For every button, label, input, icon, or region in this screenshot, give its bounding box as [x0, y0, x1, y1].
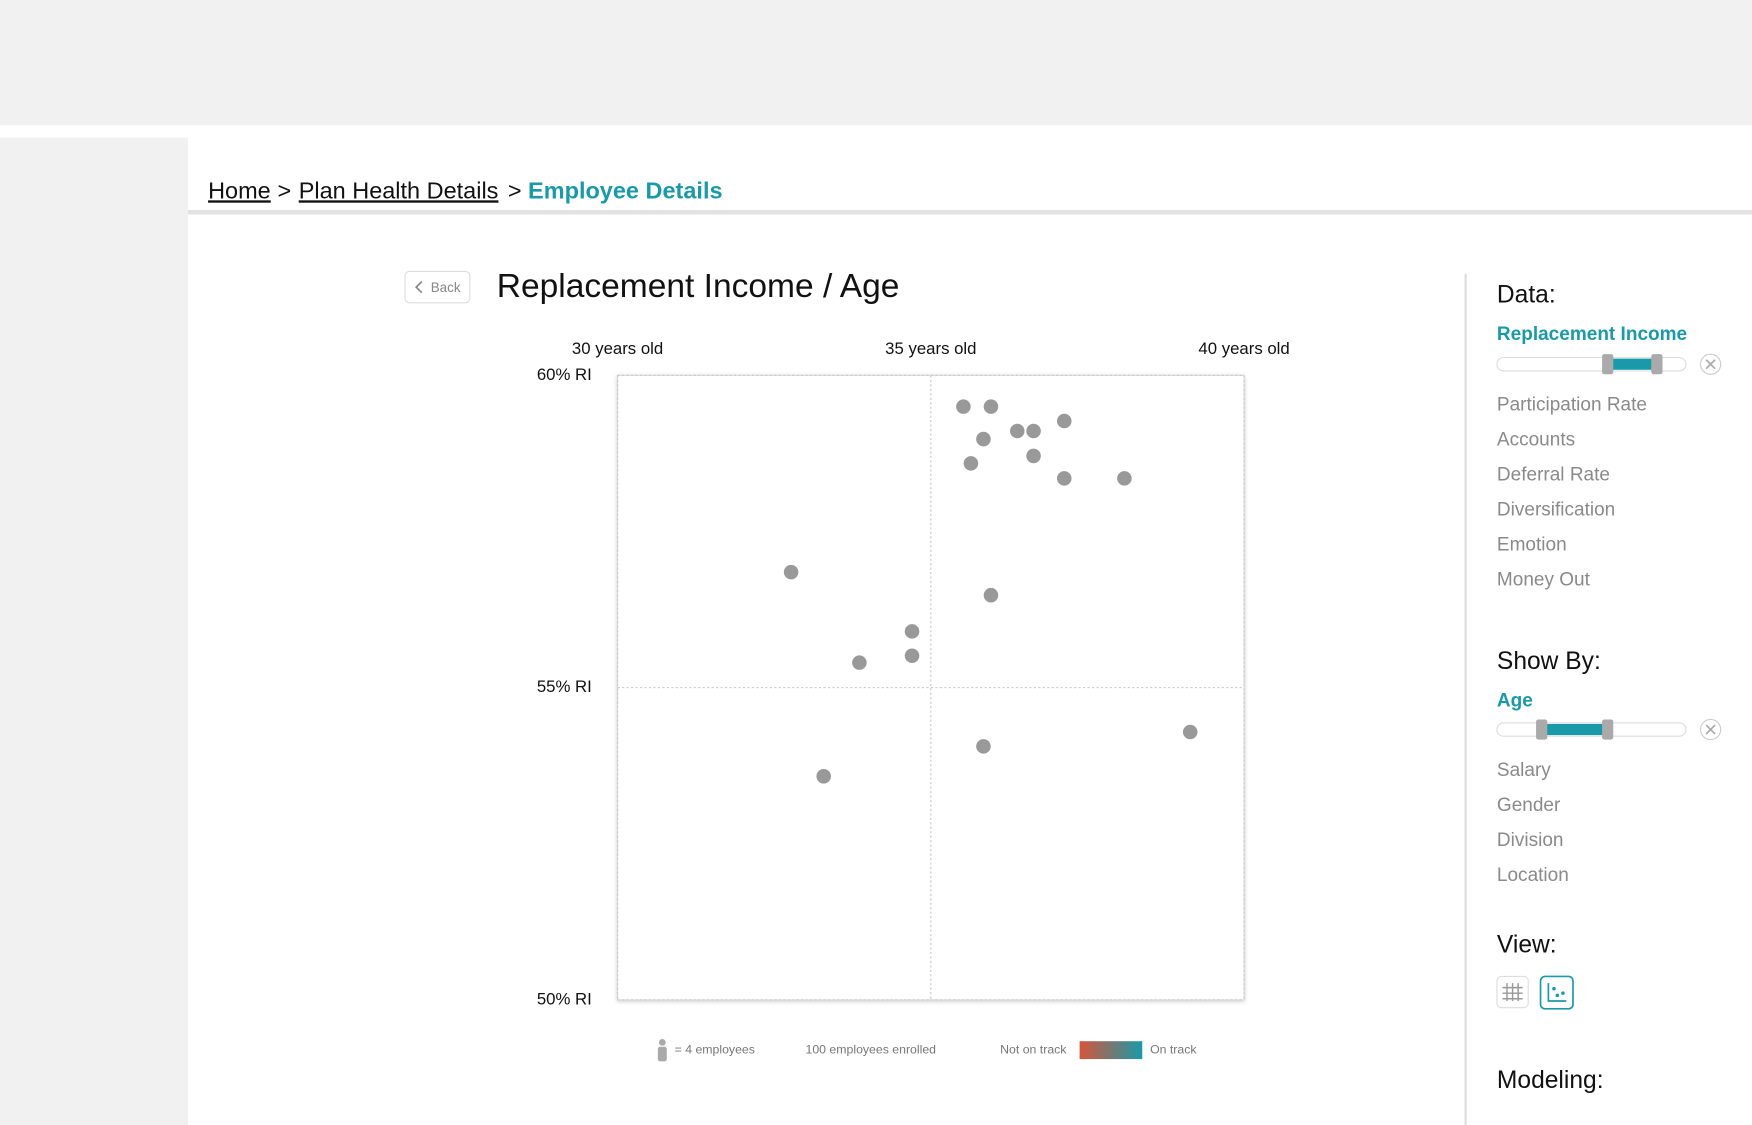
button-frame	[1539, 975, 1574, 1010]
point[interactable]	[963, 456, 979, 471]
point[interactable]	[1026, 448, 1041, 464]
side-panel: Data: Replacement Income Show By: Age Vi…	[1496, 282, 1722, 1094]
breadcrumb-link[interactable]: Home	[208, 177, 271, 203]
breadcrumb-current: Employee Details	[528, 177, 722, 203]
legend-unit: = 4 employees	[675, 1042, 755, 1056]
legend-high: On track	[1150, 1042, 1197, 1056]
clear-button[interactable]	[1699, 353, 1722, 375]
scatter-icon	[1552, 986, 1556, 991]
chart-title: Replacement Income / Age	[497, 268, 900, 305]
legend-gradient	[1079, 1041, 1143, 1060]
point[interactable]	[1182, 724, 1198, 740]
scatter-icon	[1561, 991, 1565, 995]
slider-handle[interactable]	[1536, 719, 1548, 740]
top-bar	[0, 0, 1752, 126]
legend-enrolled: 100 employees enrolled	[806, 1042, 937, 1056]
panel-heading: Data:	[1497, 282, 1556, 309]
person-icon	[658, 1038, 666, 1046]
point[interactable]	[852, 655, 867, 670]
point[interactable]	[983, 587, 999, 603]
point[interactable]	[983, 399, 999, 414]
person-icon	[657, 1046, 667, 1062]
breadcrumb-separator: >	[277, 177, 291, 203]
point[interactable]	[1117, 471, 1132, 486]
back-button[interactable]: Back	[404, 270, 471, 304]
option[interactable]: Diversification	[1497, 499, 1615, 520]
x-tick-label: 40 years old	[1198, 339, 1289, 358]
back-button-frame	[404, 270, 471, 304]
point[interactable]	[1056, 471, 1072, 486]
slider-handle[interactable]	[1602, 354, 1614, 375]
slider-handle[interactable]	[1651, 354, 1663, 375]
legend-low: Not on track	[1000, 1042, 1067, 1056]
back-chevron	[414, 280, 423, 294]
breadcrumb-separator: >	[508, 177, 522, 203]
option[interactable]: Salary	[1497, 760, 1551, 781]
option[interactable]: Participation Rate	[1497, 395, 1647, 416]
plot: 30 years old 35 years old 40 years old 50% …	[537, 339, 1290, 1008]
slider-range	[1541, 723, 1608, 736]
panel-heading: Modeling:	[1497, 1067, 1604, 1094]
scatter-icon	[1547, 983, 1567, 1002]
y-tick-label: 55% RI	[537, 677, 592, 696]
legend: = 4 employees 100 employees enrolled Not…	[657, 1038, 1197, 1062]
scatter-view-button[interactable]	[1539, 975, 1574, 1010]
slider-handle[interactable]	[1602, 719, 1614, 740]
option[interactable]: Division	[1497, 830, 1564, 851]
slider-range	[1607, 358, 1657, 370]
scatter-icon	[1555, 993, 1560, 998]
point[interactable]	[1026, 423, 1041, 439]
clear-x	[1705, 724, 1716, 735]
point[interactable]	[976, 739, 991, 754]
header-shadow	[187, 210, 1752, 215]
option[interactable]: Money Out	[1497, 569, 1591, 590]
option[interactable]: Gender	[1497, 795, 1561, 816]
selected-option[interactable]: Age	[1497, 691, 1533, 712]
grid-icon	[1502, 983, 1523, 1001]
point[interactable]	[783, 564, 799, 580]
point[interactable]	[1010, 423, 1025, 439]
point[interactable]	[904, 624, 920, 639]
point[interactable]	[976, 431, 991, 447]
option[interactable]: Deferral Rate	[1497, 464, 1610, 485]
panel-heading: View:	[1497, 932, 1557, 959]
panel-heading: Show By:	[1497, 648, 1601, 675]
y-tick-label: 50% RI	[537, 989, 592, 1008]
clear-x	[1705, 359, 1716, 370]
option[interactable]: Accounts	[1497, 430, 1575, 451]
grid-view-button[interactable]	[1496, 975, 1529, 1009]
clear-button[interactable]	[1699, 718, 1722, 741]
point[interactable]	[956, 399, 971, 414]
point[interactable]	[1056, 413, 1072, 429]
y-tick-label: 60% RI	[537, 365, 592, 384]
back-label: Back	[431, 280, 461, 295]
point[interactable]	[904, 648, 920, 664]
option[interactable]: Emotion	[1497, 534, 1567, 555]
point[interactable]	[816, 769, 831, 784]
selected-option[interactable]: Replacement Income	[1497, 324, 1687, 345]
breadcrumb-link[interactable]: Plan Health Details	[299, 177, 499, 203]
option[interactable]: Location	[1497, 865, 1569, 886]
x-tick-label: 30 years old	[572, 339, 663, 358]
left-sidebar	[0, 137, 188, 1125]
x-tick-label: 35 years old	[885, 339, 976, 358]
